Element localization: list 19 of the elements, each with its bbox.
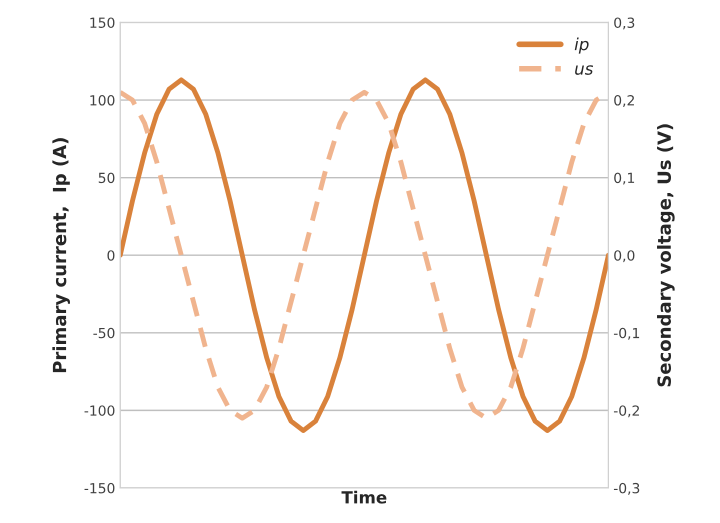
- y-tick-label: 100: [90, 95, 114, 106]
- y-tick-label: 150: [90, 17, 114, 28]
- legend-label: us: [575, 65, 594, 75]
- y-tick-label: -50: [93, 328, 114, 338]
- y2-tick-label: 0,1: [614, 172, 634, 185]
- y2-tick-label: 0,0: [614, 250, 634, 262]
- y2-tick-label: 0,2: [614, 95, 634, 107]
- y-tick-label: -100: [84, 405, 114, 416]
- y-tick-label: -150: [84, 482, 114, 494]
- x-axis-title: Time: [342, 490, 386, 504]
- y2-tick-label: -0,2: [614, 405, 639, 418]
- y-tick-label: 50: [98, 172, 114, 184]
- legend-label: ip: [574, 37, 589, 54]
- y2-tick-label: -0,1: [614, 328, 640, 340]
- y2-axis-title: Secondary voltage, Us (V): [657, 124, 675, 386]
- y-tick-label: 0: [107, 250, 114, 261]
- y2-tick-label: -0,3: [614, 482, 640, 495]
- y-axis-title: Primary current, Ip (A): [52, 138, 70, 372]
- y2-tick-label: 0,3: [614, 17, 634, 30]
